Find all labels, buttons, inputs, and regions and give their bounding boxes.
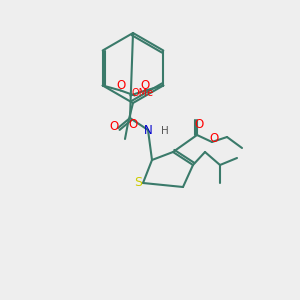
Text: O: O <box>141 79 150 92</box>
Text: O: O <box>116 79 125 92</box>
Text: O: O <box>110 119 118 133</box>
Text: OMe: OMe <box>132 88 154 98</box>
Text: O: O <box>194 118 204 130</box>
Text: H: H <box>161 126 169 136</box>
Text: O: O <box>128 118 138 131</box>
Text: S: S <box>134 176 142 190</box>
Text: O: O <box>209 133 219 146</box>
Text: N: N <box>144 124 152 136</box>
